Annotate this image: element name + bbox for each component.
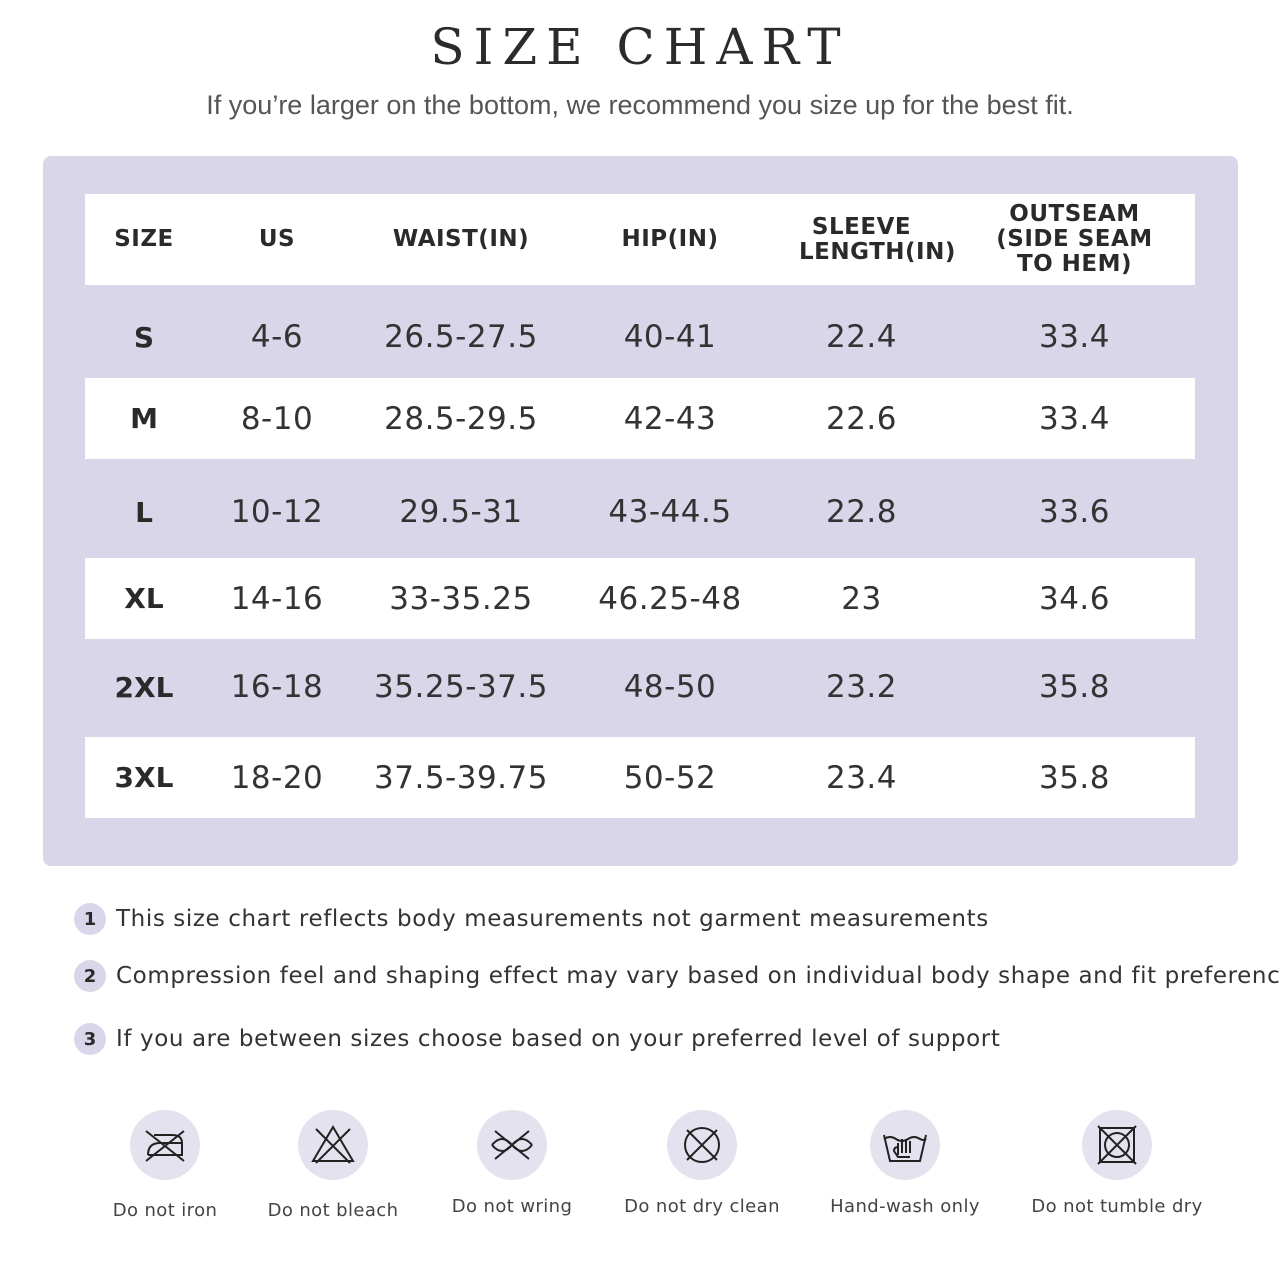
size-cell: XL bbox=[124, 582, 164, 615]
no-dry-clean-icon bbox=[667, 1110, 737, 1180]
sleeve-cell: 23.4 bbox=[825, 759, 898, 796]
table-row: 3XL 18-20 37.5-39.75 50-52 23.4 35.8 bbox=[85, 737, 1195, 818]
care-item-no-tumble-dry: Do not tumble dry bbox=[1007, 1110, 1227, 1217]
us-cell: 4-6 bbox=[250, 319, 304, 355]
table-row: S 4-6 26.5-27.5 40-41 22.4 33.4 bbox=[85, 297, 1195, 377]
size-cell: S bbox=[133, 320, 155, 354]
outseam-cell: 33.4 bbox=[1038, 319, 1111, 355]
sleeve-cell: 23.2 bbox=[825, 669, 898, 705]
size-cell: M bbox=[130, 402, 158, 435]
column-header-sleeve-length: SLEEVE LENGTH(IN) bbox=[799, 213, 956, 265]
us-cell: 10-12 bbox=[230, 494, 324, 530]
care-item-no-iron: Do not iron bbox=[55, 1110, 275, 1221]
no-wring-icon bbox=[477, 1110, 547, 1180]
outseam-cell: 34.6 bbox=[1038, 580, 1111, 617]
note-number-badge: 3 bbox=[74, 1023, 106, 1055]
care-label: Do not wring bbox=[451, 1196, 573, 1217]
table-row: XL 14-16 33-35.25 46.25-48 23 34.6 bbox=[85, 558, 1195, 639]
us-cell: 16-18 bbox=[230, 669, 324, 705]
hip-cell: 40-41 bbox=[623, 319, 717, 355]
size-cell: 3XL bbox=[114, 761, 174, 794]
note-number-badge: 2 bbox=[74, 960, 106, 992]
care-item-no-bleach: Do not bleach bbox=[223, 1110, 443, 1221]
hip-cell: 42-43 bbox=[623, 400, 717, 437]
no-iron-icon bbox=[130, 1110, 200, 1180]
note-text: Compression feel and shaping effect may … bbox=[116, 963, 1280, 989]
sleeve-cell: 22.8 bbox=[825, 494, 898, 530]
size-cell: 2XL bbox=[114, 670, 174, 704]
care-item-no-dry-clean: Do not dry clean bbox=[592, 1110, 812, 1217]
size-cell: L bbox=[135, 495, 153, 529]
waist-cell: 28.5-29.5 bbox=[384, 400, 538, 437]
us-cell: 18-20 bbox=[230, 759, 324, 796]
waist-cell: 33-35.25 bbox=[389, 580, 533, 617]
sleeve-cell: 22.4 bbox=[825, 319, 898, 355]
table-header-row: SIZE US WAIST(IN) HIP(IN) SLEEVE LENGTH(… bbox=[85, 194, 1195, 285]
note-item: 3 If you are between sizes choose based … bbox=[74, 1023, 1000, 1055]
column-header-us: US bbox=[258, 226, 296, 252]
waist-cell: 37.5-39.75 bbox=[374, 759, 548, 796]
care-label: Do not iron bbox=[112, 1200, 218, 1221]
care-item-no-wring: Do not wring bbox=[402, 1110, 622, 1217]
waist-cell: 26.5-27.5 bbox=[384, 319, 538, 355]
no-tumble-dry-icon bbox=[1082, 1110, 1152, 1180]
hand-wash-icon bbox=[870, 1110, 940, 1180]
care-label: Do not dry clean bbox=[624, 1196, 780, 1217]
outseam-cell: 35.8 bbox=[1038, 759, 1111, 796]
care-label: Do not bleach bbox=[267, 1200, 399, 1221]
table-row: L 10-12 29.5-31 43-44.5 22.8 33.6 bbox=[85, 472, 1195, 552]
us-cell: 8-10 bbox=[240, 400, 314, 437]
outseam-cell: 33.6 bbox=[1038, 494, 1111, 530]
care-label: Hand-wash only bbox=[830, 1196, 980, 1217]
waist-cell: 29.5-31 bbox=[399, 494, 523, 530]
note-text: This size chart reflects body measuremen… bbox=[116, 906, 989, 932]
column-header-size: SIZE bbox=[114, 226, 174, 252]
page-subtitle: If you’re larger on the bottom, we recom… bbox=[206, 90, 1074, 120]
note-text: If you are between sizes choose based on… bbox=[116, 1026, 1001, 1052]
waist-cell: 35.25-37.5 bbox=[374, 669, 548, 705]
column-header-waist: WAIST(IN) bbox=[392, 226, 530, 252]
outseam-cell: 33.4 bbox=[1038, 400, 1111, 437]
column-header-outseam: OUTSEAM (SIDE SEAM TO HEM) bbox=[996, 201, 1153, 277]
hip-cell: 43-44.5 bbox=[608, 494, 732, 530]
table-row: M 8-10 28.5-29.5 42-43 22.6 33.4 bbox=[85, 378, 1195, 459]
page-title: SIZE CHART bbox=[430, 18, 850, 76]
sleeve-cell: 23 bbox=[841, 580, 882, 617]
note-number-badge: 1 bbox=[74, 903, 106, 935]
sleeve-cell: 22.6 bbox=[825, 400, 898, 437]
note-item: 1 This size chart reflects body measurem… bbox=[74, 903, 989, 935]
care-item-hand-wash: Hand-wash only bbox=[795, 1110, 1015, 1217]
table-row: 2XL 16-18 35.25-37.5 48-50 23.2 35.8 bbox=[85, 647, 1195, 727]
hip-cell: 48-50 bbox=[623, 669, 717, 705]
us-cell: 14-16 bbox=[230, 580, 324, 617]
care-label: Do not tumble dry bbox=[1031, 1196, 1203, 1217]
hip-cell: 50-52 bbox=[623, 759, 717, 796]
no-bleach-icon bbox=[298, 1110, 368, 1180]
column-header-hip: HIP(IN) bbox=[621, 226, 719, 252]
note-item: 2 Compression feel and shaping effect ma… bbox=[74, 960, 1280, 992]
outseam-cell: 35.8 bbox=[1038, 669, 1111, 705]
hip-cell: 46.25-48 bbox=[598, 580, 742, 617]
